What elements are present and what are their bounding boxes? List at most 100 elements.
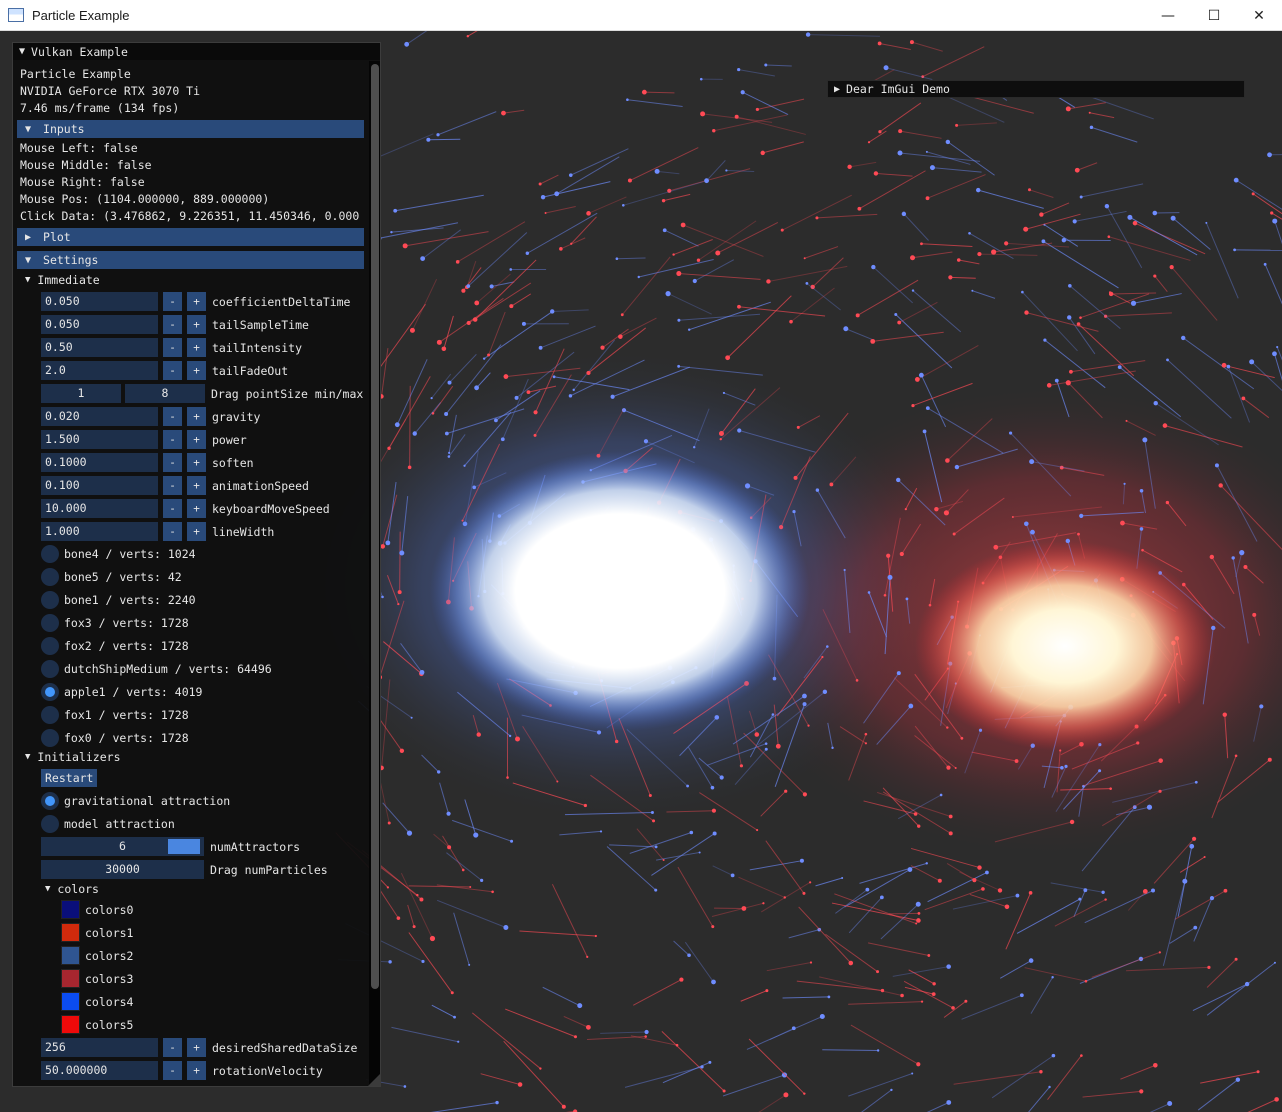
radio-option[interactable]: gravitational attraction [41,791,230,810]
color-swatch[interactable] [61,1015,80,1034]
particle-trail [636,828,665,861]
increment-button[interactable]: + [187,522,206,541]
particle-dot [394,422,400,428]
inputs-header[interactable]: ▼ Inputs [17,120,364,138]
particle-trail [1044,224,1079,247]
restart-button[interactable]: Restart [41,769,98,787]
color-swatch[interactable] [61,969,80,988]
particle-dot [648,794,652,798]
increment-button[interactable]: + [187,338,206,357]
increment-button[interactable]: + [187,315,206,334]
resize-grip[interactable] [368,1074,380,1086]
decrement-button[interactable]: - [163,292,182,311]
decrement-button[interactable]: - [163,453,182,472]
radio-button-icon[interactable] [41,682,59,701]
color-swatch[interactable] [61,946,80,965]
increment-button[interactable]: + [187,1061,206,1080]
increment-button[interactable]: + [187,453,206,472]
decrement-button[interactable]: - [163,476,182,495]
radio-button-icon[interactable] [41,590,59,609]
decrement-button[interactable]: - [163,315,182,334]
radio-option[interactable]: fox0 / verts: 1728 [41,728,189,747]
expand-arrow-icon[interactable]: ▶ [834,83,841,95]
color-swatch[interactable] [61,923,80,942]
particle-trail [443,315,454,349]
radio-option[interactable]: bone5 / verts: 42 [41,567,182,586]
radio-button-icon[interactable] [41,613,59,632]
radio-option[interactable]: fox1 / verts: 1728 [41,705,189,724]
particle-dot [1166,358,1169,362]
radio-button-icon[interactable] [41,791,59,810]
particle-canvas[interactable] [0,31,1282,1112]
slider-grab-handle[interactable] [168,839,201,854]
panel-title-bar[interactable]: ▼ Vulkan Example [13,43,380,60]
maximize-button[interactable]: ☐ [1207,7,1221,24]
initializers-tree-node[interactable]: ▼ Initializers [25,749,121,765]
decrement-button[interactable]: - [163,361,182,380]
radio-button-icon[interactable] [41,636,59,655]
increment-button[interactable]: + [187,407,206,426]
coefficientdeltatime-input[interactable]: 0.050 [41,292,158,311]
particle-dot [409,327,415,333]
radio-option[interactable]: fox3 / verts: 1728 [41,613,189,632]
color-swatch[interactable] [61,992,80,1011]
linewidth-input[interactable]: 1.000 [41,522,158,541]
radio-button-icon[interactable] [41,728,59,747]
radio-option[interactable]: apple1 / verts: 4019 [41,682,202,701]
radio-option[interactable]: model attraction [41,814,175,833]
increment-button[interactable]: + [187,430,206,449]
radio-option[interactable]: fox2 / verts: 1728 [41,636,189,655]
decrement-button[interactable]: - [163,499,182,518]
pointsize-min-drag[interactable]: 1 [41,384,121,403]
increment-button[interactable]: + [187,361,206,380]
close-button[interactable]: ✕ [1253,7,1265,24]
immediate-tree-node[interactable]: ▼ Immediate [25,272,100,288]
desiredshareddatasize-input[interactable]: 256 [41,1038,158,1057]
imgui-demo-window[interactable]: ▶ Dear ImGui Demo [827,80,1245,98]
power-input[interactable]: 1.500 [41,430,158,449]
gravity-input[interactable]: 0.020 [41,407,158,426]
rotationvelocity-input[interactable]: 50.000000 [41,1061,158,1080]
vulkan-example-window[interactable]: ▼ Vulkan Example Particle Example NVIDIA… [12,42,381,1087]
decrement-button[interactable]: - [163,522,182,541]
decrement-button[interactable]: - [163,338,182,357]
color-swatch[interactable] [61,900,80,919]
increment-button[interactable]: + [187,476,206,495]
tailfadeout-input[interactable]: 2.0 [41,361,158,380]
decrement-button[interactable]: - [163,1038,182,1057]
num-particles-drag[interactable]: 30000 [41,860,204,879]
radio-button-icon[interactable] [41,567,59,586]
particle-trail [893,677,948,728]
radio-button-icon[interactable] [41,705,59,724]
collapse-arrow-icon[interactable]: ▼ [19,46,26,57]
animationspeed-input[interactable]: 0.100 [41,476,158,495]
tailintensity-input[interactable]: 0.50 [41,338,158,357]
radio-option[interactable]: bone4 / verts: 1024 [41,544,196,563]
panel-scrollbar[interactable] [369,61,380,1086]
scrollbar-thumb[interactable] [371,64,379,989]
decrement-button[interactable]: - [163,407,182,426]
increment-button[interactable]: + [187,1038,206,1057]
plot-header[interactable]: ▶ Plot [17,228,364,246]
decrement-button[interactable]: - [163,430,182,449]
particle-trail [782,194,852,231]
num-attractors-slider[interactable]: 6 [41,837,204,856]
radio-option[interactable]: dutchShipMedium / verts: 64496 [41,659,272,678]
particle-trail [1127,891,1146,911]
tailsampletime-input[interactable]: 0.050 [41,315,158,334]
keyboardmovespeed-input[interactable]: 10.000 [41,499,158,518]
radio-button-icon[interactable] [41,659,59,678]
minimize-button[interactable]: — [1161,7,1175,24]
increment-button[interactable]: + [187,499,206,518]
increment-button[interactable]: + [187,292,206,311]
colors-tree-node[interactable]: ▼ colors [45,881,99,897]
radio-button-icon[interactable] [41,814,59,833]
particle-trail [645,440,695,464]
decrement-button[interactable]: - [163,1061,182,1080]
radio-button-icon[interactable] [41,544,59,563]
radio-option[interactable]: bone1 / verts: 2240 [41,590,196,609]
soften-input[interactable]: 0.1000 [41,453,158,472]
settings-header[interactable]: ▼ Settings [17,251,364,269]
particle-trail [795,412,849,479]
pointsize-max-drag[interactable]: 8 [125,384,205,403]
